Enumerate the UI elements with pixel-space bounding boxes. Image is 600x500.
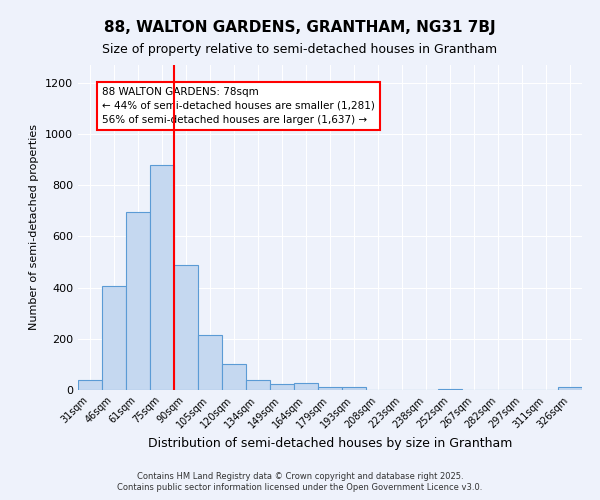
Bar (270, 384, 294, 390)
Bar (438, 388, 462, 390)
Bar (342, 388, 366, 390)
Text: Size of property relative to semi-detached houses in Grantham: Size of property relative to semi-detach… (103, 42, 497, 56)
Bar (198, 335, 222, 390)
Bar (150, 165, 174, 390)
Bar (318, 388, 342, 390)
X-axis label: Distribution of semi-detached houses by size in Grantham: Distribution of semi-detached houses by … (148, 437, 512, 450)
Bar (558, 388, 582, 390)
Y-axis label: Number of semi-detached properties: Number of semi-detached properties (29, 124, 40, 330)
Bar (222, 364, 246, 390)
Bar (294, 383, 318, 390)
Bar (246, 380, 270, 390)
Text: Contains HM Land Registry data © Crown copyright and database right 2025.
Contai: Contains HM Land Registry data © Crown c… (118, 472, 482, 492)
Text: 88 WALTON GARDENS: 78sqm
← 44% of semi-detached houses are smaller (1,281)
56% o: 88 WALTON GARDENS: 78sqm ← 44% of semi-d… (102, 87, 375, 125)
Bar (174, 264, 198, 390)
Text: 88, WALTON GARDENS, GRANTHAM, NG31 7BJ: 88, WALTON GARDENS, GRANTHAM, NG31 7BJ (104, 20, 496, 35)
Bar (126, 212, 150, 390)
Bar (102, 286, 126, 390)
Bar (78, 380, 102, 390)
